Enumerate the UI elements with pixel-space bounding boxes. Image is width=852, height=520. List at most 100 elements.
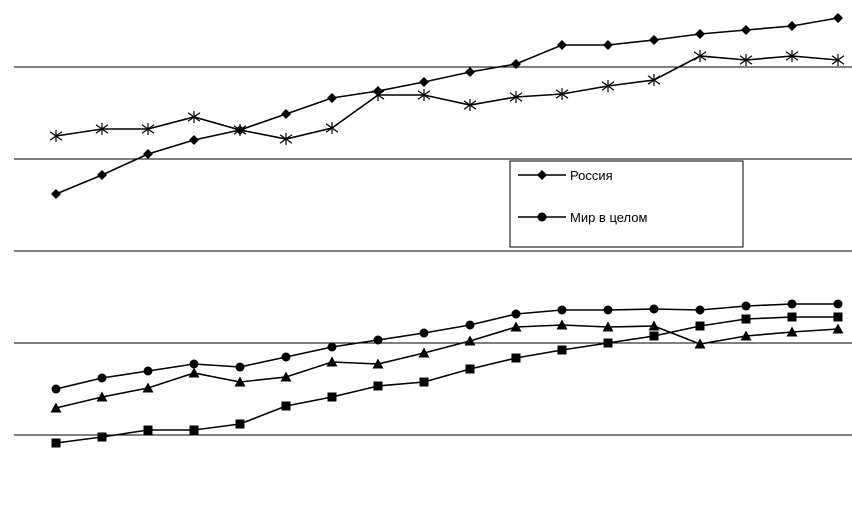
- data-point-0-14: [695, 29, 705, 39]
- data-point-2-3: [189, 359, 199, 369]
- data-point-3-14: [694, 338, 706, 349]
- data-point-1-11: [555, 88, 569, 100]
- data-point-2-13: [649, 304, 659, 314]
- data-point-3-5: [280, 371, 292, 382]
- data-point-0-3: [189, 135, 199, 145]
- data-point-4-3: [189, 425, 199, 435]
- data-point-4-10: [511, 353, 521, 363]
- data-point-0-17: [833, 13, 843, 23]
- data-point-0-10: [511, 59, 521, 69]
- data-point-1-9: [463, 99, 477, 111]
- data-point-0-9: [465, 67, 475, 77]
- data-point-3-4: [234, 376, 246, 387]
- data-point-0-1: [97, 170, 107, 180]
- data-point-2-11: [557, 305, 567, 315]
- data-point-2-9: [465, 320, 475, 330]
- data-point-4-6: [327, 392, 337, 402]
- data-point-0-6: [327, 93, 337, 103]
- data-point-0-15: [741, 25, 751, 35]
- data-point-2-0: [51, 384, 61, 394]
- legend-entry-world: Мир в целом: [518, 210, 648, 225]
- data-point-4-7: [373, 381, 383, 391]
- legend: Россия Мир в целом: [509, 160, 744, 248]
- data-point-1-13: [647, 74, 661, 86]
- data-point-2-2: [143, 366, 153, 376]
- data-point-4-9: [465, 364, 475, 374]
- data-point-3-1: [96, 391, 108, 402]
- series-line-2: [55, 303, 838, 390]
- data-point-0-11: [557, 40, 567, 50]
- data-point-3-10: [510, 321, 522, 332]
- legend-label-russia: Россия: [570, 168, 613, 183]
- data-point-1-16: [785, 50, 799, 62]
- data-point-1-1: [95, 123, 109, 135]
- data-point-1-10: [509, 91, 523, 103]
- data-point-2-8: [419, 328, 429, 338]
- data-point-1-8: [417, 89, 431, 101]
- gridlines: [14, 66, 852, 436]
- data-point-0-0: [51, 189, 61, 199]
- data-point-3-2: [142, 382, 154, 393]
- data-point-0-13: [649, 35, 659, 45]
- data-point-2-15: [741, 301, 751, 311]
- data-point-4-5: [281, 401, 291, 411]
- data-point-4-17: [833, 312, 843, 322]
- data-point-2-16: [787, 299, 797, 309]
- data-point-0-5: [281, 109, 291, 119]
- data-point-1-17: [831, 54, 845, 66]
- data-point-4-0: [51, 438, 61, 448]
- data-point-3-0: [50, 402, 62, 413]
- series-3: [50, 319, 844, 413]
- data-point-3-8: [418, 347, 430, 358]
- data-point-0-16: [787, 21, 797, 31]
- data-point-4-16: [787, 312, 797, 322]
- series-line-1: [55, 55, 839, 140]
- data-point-3-16: [786, 326, 798, 337]
- data-point-3-15: [740, 330, 752, 341]
- data-point-1-14: [693, 50, 707, 62]
- legend-marker-circle: [537, 212, 547, 222]
- data-point-0-12: [603, 40, 613, 50]
- data-point-1-12: [601, 80, 615, 92]
- data-point-0-8: [419, 77, 429, 87]
- series-1: [49, 50, 845, 145]
- data-point-1-7: [371, 89, 385, 101]
- data-point-1-4: [233, 124, 247, 136]
- data-point-4-1: [97, 432, 107, 442]
- data-point-4-12: [603, 338, 613, 348]
- legend-marker-diamond: [537, 170, 547, 180]
- data-point-1-0: [49, 130, 63, 142]
- data-point-2-6: [327, 342, 337, 352]
- data-point-3-3: [188, 367, 200, 378]
- data-point-0-2: [143, 149, 153, 159]
- data-point-2-4: [235, 362, 245, 372]
- data-point-3-13: [648, 320, 660, 331]
- data-point-2-10: [511, 309, 521, 319]
- data-point-4-13: [649, 331, 659, 341]
- data-point-3-11: [556, 319, 568, 330]
- data-point-2-5: [281, 352, 291, 362]
- data-point-3-17: [832, 323, 844, 334]
- data-point-2-14: [695, 305, 705, 315]
- data-point-1-3: [187, 111, 201, 123]
- data-point-4-14: [695, 321, 705, 331]
- data-point-3-7: [372, 358, 384, 369]
- series-line-3: [55, 324, 839, 409]
- data-point-4-11: [557, 345, 567, 355]
- series-line-4: [55, 316, 838, 444]
- data-point-4-8: [419, 377, 429, 387]
- data-point-3-9: [464, 335, 476, 346]
- series-0: [51, 13, 843, 199]
- data-point-4-2: [143, 425, 153, 435]
- data-point-4-4: [235, 419, 245, 429]
- series-line-0: [55, 17, 839, 195]
- data-point-1-2: [141, 123, 155, 135]
- data-point-3-6: [326, 356, 338, 367]
- data-point-4-15: [741, 314, 751, 324]
- data-point-3-12: [602, 321, 614, 332]
- legend-label-world: Мир в целом: [570, 210, 648, 225]
- series-4: [51, 312, 843, 448]
- data-point-2-17: [833, 299, 843, 309]
